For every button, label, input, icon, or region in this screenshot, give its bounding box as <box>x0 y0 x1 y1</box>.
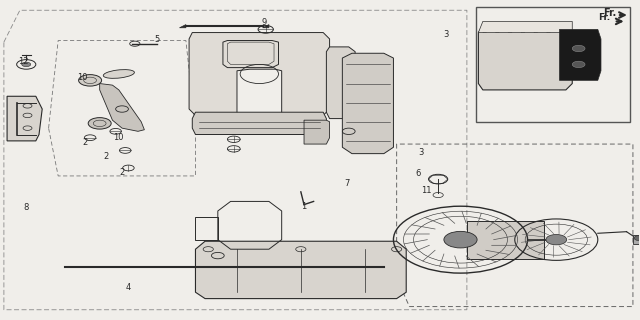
Circle shape <box>572 61 585 68</box>
Text: 11: 11 <box>420 186 431 195</box>
Polygon shape <box>262 25 269 28</box>
Polygon shape <box>192 112 326 134</box>
Polygon shape <box>521 23 531 33</box>
Text: 12: 12 <box>18 57 28 66</box>
Polygon shape <box>326 47 355 119</box>
Text: Fr.: Fr. <box>598 13 611 22</box>
Polygon shape <box>304 120 330 144</box>
Polygon shape <box>534 23 543 33</box>
Text: 1: 1 <box>301 202 307 211</box>
Polygon shape <box>478 21 572 33</box>
Text: 2: 2 <box>83 138 88 147</box>
Ellipse shape <box>103 70 134 78</box>
Text: 5: 5 <box>154 35 160 44</box>
Bar <box>476 7 630 122</box>
Polygon shape <box>478 26 572 90</box>
Text: 10: 10 <box>77 73 88 82</box>
Polygon shape <box>189 33 330 116</box>
Text: 10: 10 <box>113 133 124 142</box>
Text: 6: 6 <box>415 169 420 178</box>
Text: 9: 9 <box>262 19 267 28</box>
Polygon shape <box>547 23 556 33</box>
Polygon shape <box>179 25 186 28</box>
Text: 7: 7 <box>345 180 350 188</box>
Polygon shape <box>467 220 543 259</box>
Circle shape <box>444 231 477 248</box>
Circle shape <box>88 118 111 129</box>
Circle shape <box>22 62 31 67</box>
Polygon shape <box>7 96 42 141</box>
Text: Fr.: Fr. <box>603 8 616 19</box>
Bar <box>633 235 640 244</box>
Polygon shape <box>508 23 518 33</box>
Polygon shape <box>495 23 505 33</box>
Polygon shape <box>483 23 492 33</box>
Circle shape <box>79 75 102 86</box>
Text: 3: 3 <box>444 30 449 39</box>
Circle shape <box>546 235 566 245</box>
Text: 2: 2 <box>120 168 125 177</box>
Text: 3: 3 <box>418 148 424 156</box>
Polygon shape <box>559 29 601 80</box>
Text: 4: 4 <box>126 283 131 292</box>
Polygon shape <box>195 241 406 299</box>
Polygon shape <box>100 84 145 131</box>
Polygon shape <box>342 53 394 154</box>
Circle shape <box>572 45 585 52</box>
Circle shape <box>634 236 640 241</box>
Polygon shape <box>559 23 569 33</box>
Text: 2: 2 <box>104 152 109 161</box>
Text: 8: 8 <box>24 203 29 212</box>
